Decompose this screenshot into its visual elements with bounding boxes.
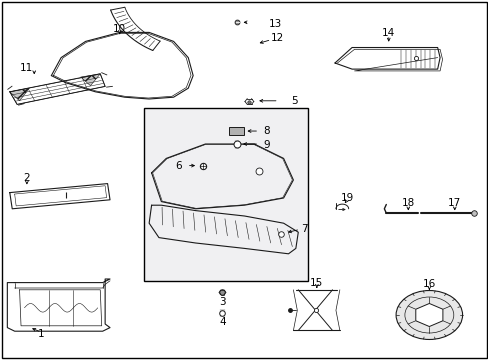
FancyBboxPatch shape — [228, 127, 244, 135]
Text: 6: 6 — [175, 161, 182, 171]
Text: 1: 1 — [38, 329, 45, 339]
Text: 5: 5 — [291, 96, 298, 106]
Polygon shape — [81, 74, 100, 86]
Text: 8: 8 — [263, 126, 269, 136]
Text: 12: 12 — [270, 33, 284, 43]
Text: 3: 3 — [219, 297, 225, 307]
Text: 9: 9 — [263, 140, 269, 150]
Text: 2: 2 — [23, 173, 30, 183]
Text: 11: 11 — [20, 63, 34, 73]
Circle shape — [395, 291, 462, 339]
Text: 17: 17 — [447, 198, 461, 208]
Text: 7: 7 — [300, 224, 307, 234]
Text: 15: 15 — [309, 278, 323, 288]
Text: 19: 19 — [340, 193, 353, 203]
Text: 18: 18 — [401, 198, 414, 208]
Text: 4: 4 — [219, 317, 225, 327]
Polygon shape — [10, 88, 29, 101]
FancyBboxPatch shape — [144, 108, 307, 281]
Polygon shape — [415, 303, 442, 327]
Text: 10: 10 — [113, 24, 126, 34]
Text: 16: 16 — [422, 279, 435, 289]
Text: 14: 14 — [381, 28, 395, 38]
Text: 13: 13 — [268, 19, 282, 30]
